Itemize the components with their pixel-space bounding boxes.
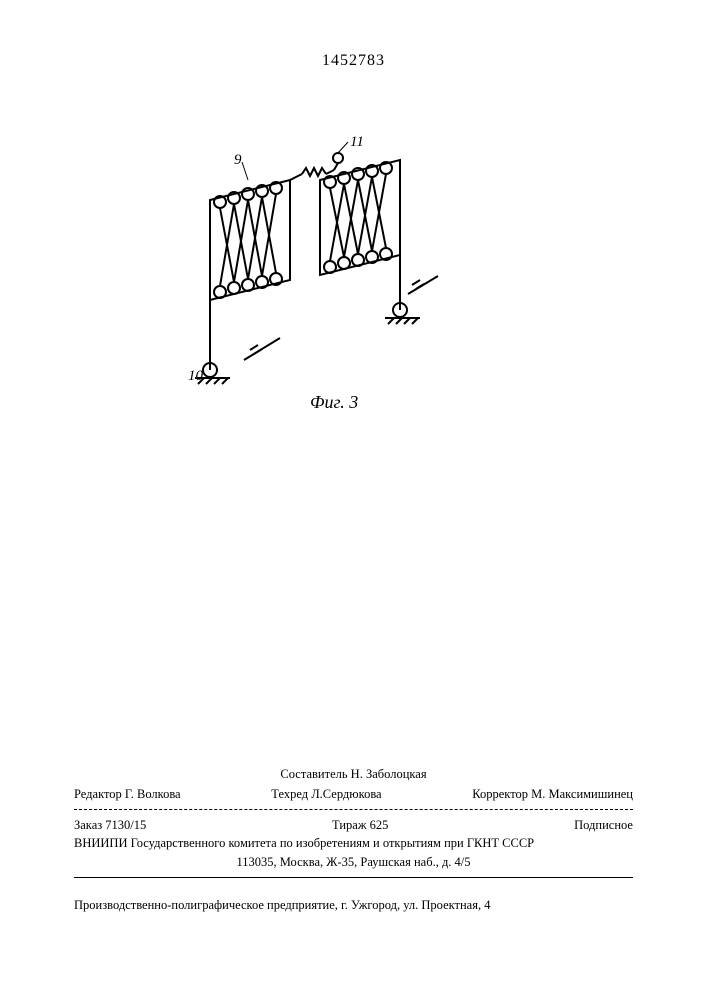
footer: Производственно-полиграфическое предприя… (74, 898, 633, 913)
sostavitel: Составитель Н. Заболоцкая (74, 765, 633, 783)
tirazh: Тираж 625 (332, 816, 388, 834)
ref-label-10: 10 (188, 368, 203, 385)
figure-3: 9 10 11 (170, 140, 450, 420)
figure-svg (170, 140, 450, 400)
page: 1452783 (0, 0, 707, 1000)
order: Заказ 7130/15 (74, 816, 146, 834)
figure-caption: Фиг. 3 (310, 392, 358, 413)
committee: ВНИИПИ Государственного комитета по изоб… (74, 834, 633, 852)
corrector: Корректор М. Максимишинец (472, 785, 633, 803)
committee-address: 113035, Москва, Ж-35, Раушская наб., д. … (74, 853, 633, 871)
podpisnoe: Подписное (574, 816, 633, 834)
divider-solid (74, 877, 633, 878)
patent-number: 1452783 (0, 52, 707, 70)
editor: Редактор Г. Волкова (74, 785, 181, 803)
tehred: Техред Л.Сердюкова (271, 785, 381, 803)
colophon: Составитель Н. Заболоцкая Редактор Г. Во… (74, 765, 633, 884)
divider-dash (74, 809, 633, 810)
ref-label-9: 9 (234, 152, 242, 169)
ref-label-11: 11 (350, 134, 364, 151)
